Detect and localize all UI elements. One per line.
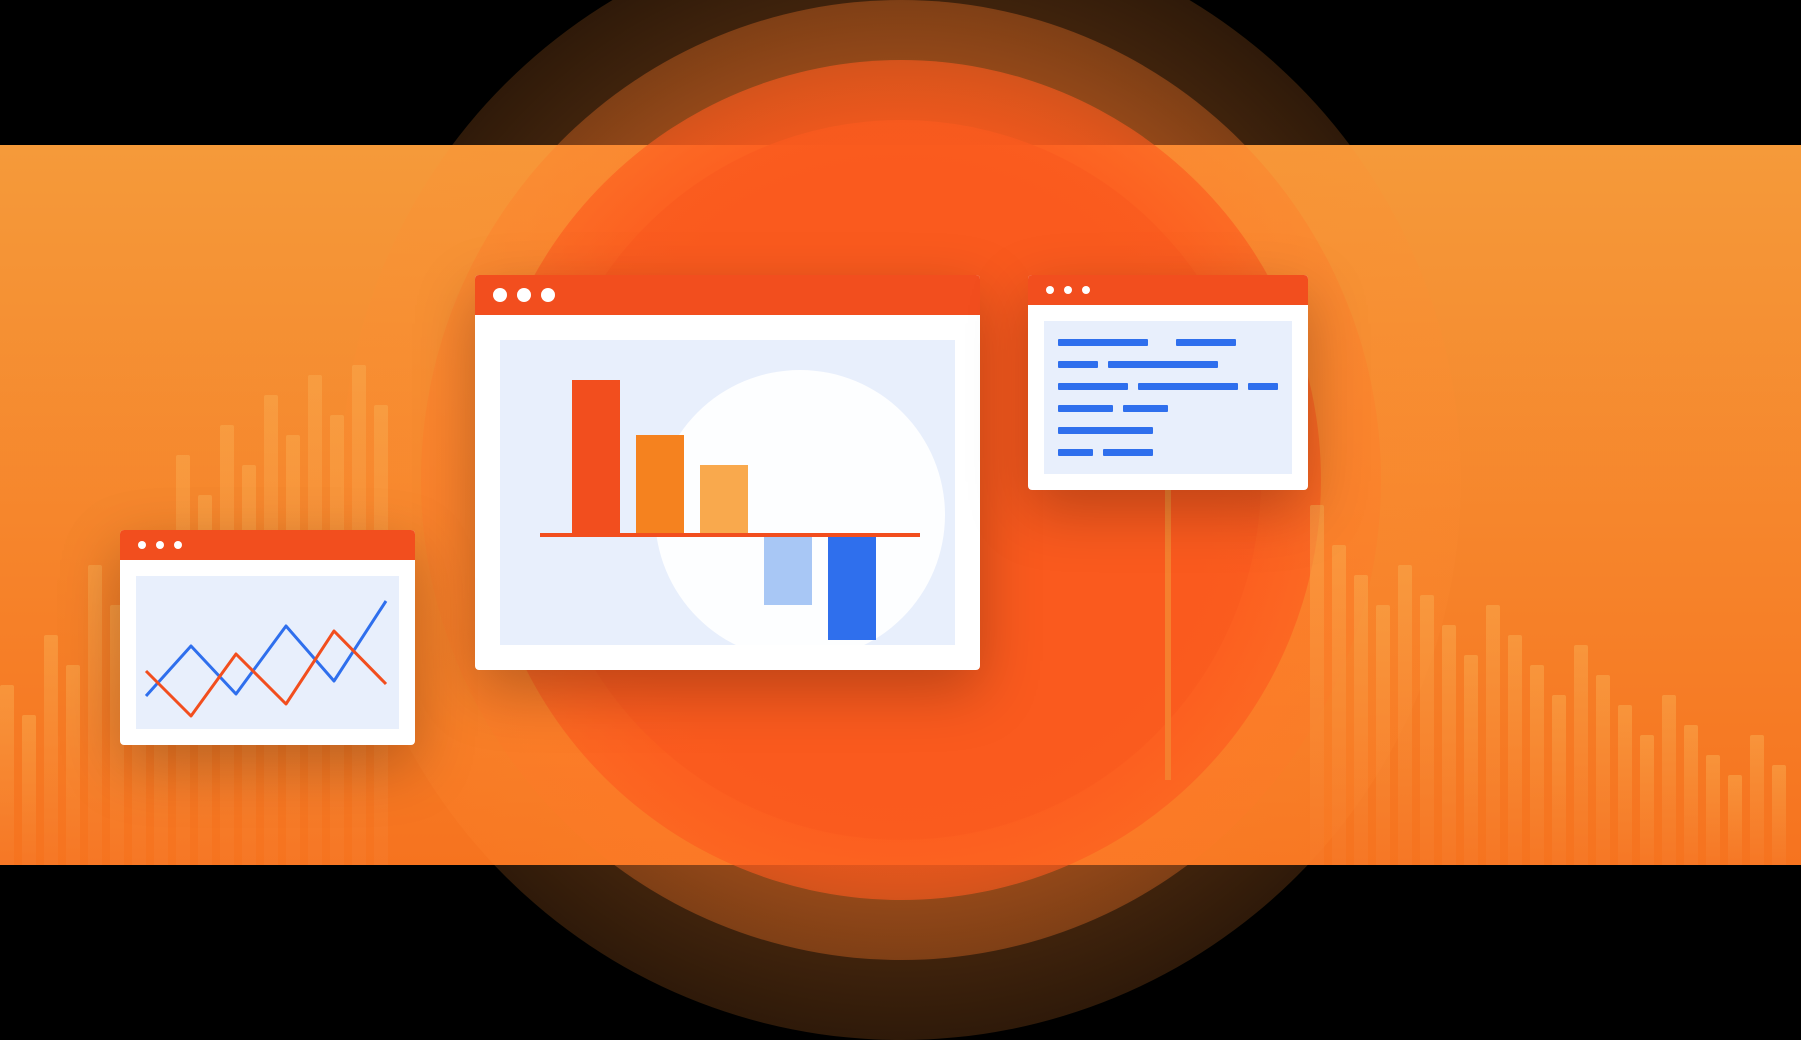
background-bar [1662,695,1676,865]
center-chart-window-body [475,315,980,670]
background-bar [1310,505,1324,865]
line-chart [136,576,399,729]
background-bar [22,715,36,865]
code-line-segment [1176,339,1236,346]
background-bar [44,635,58,865]
code-line-segment [1058,405,1113,412]
background-bar [1508,635,1522,865]
code-line-segment [1103,449,1153,456]
code-line-segment [1058,449,1093,456]
background-bars [1310,145,1786,865]
code-line-segment [1058,339,1148,346]
background-bar [1376,605,1390,865]
code-line-segment [1058,383,1128,390]
background-bar [0,685,14,865]
traffic-light-dot[interactable] [541,288,555,302]
code-line-segment [1248,383,1278,390]
line-series [146,631,386,716]
window-pole [1165,490,1171,780]
traffic-light-dot[interactable] [1082,286,1090,294]
background-bar [66,665,80,865]
chart-bar [572,380,620,535]
traffic-light-dot[interactable] [1064,286,1072,294]
chart-circle-accent [655,370,945,660]
left-chart-window-titlebar [120,530,415,560]
background-bar [1552,695,1566,865]
traffic-light-dot[interactable] [517,288,531,302]
background-bar [1398,565,1412,865]
chart-bar [764,535,812,605]
center-chart-window-titlebar [475,275,980,315]
center-chart-window-panel [500,340,955,645]
code-line-segment [1058,427,1153,434]
code-line-segment [1108,361,1218,368]
left-chart-window [120,530,415,745]
chart-bar [636,435,684,535]
background-bar [1618,705,1632,865]
traffic-light-dot[interactable] [138,541,146,549]
background-bar [1464,655,1478,865]
background-bar [1442,625,1456,865]
code-line-segment [1138,383,1238,390]
background-bar [1420,595,1434,865]
background-bar [1684,725,1698,865]
background-bar [1728,775,1742,865]
chart-bar [700,465,748,535]
background-bars [0,145,388,865]
background-bar [1332,545,1346,865]
background-bar [1640,735,1654,865]
right-code-window [1028,275,1308,490]
traffic-light-dot[interactable] [1046,286,1054,294]
left-chart-window-panel [136,576,399,729]
traffic-light-dot[interactable] [156,541,164,549]
code-line-segment [1058,361,1098,368]
right-code-window-body [1028,305,1308,490]
background-bar [1486,605,1500,865]
background-bar [1772,765,1786,865]
background-bar [1596,675,1610,865]
chart-axis [540,533,920,537]
background-bar [88,565,102,865]
chart-bar [828,535,876,640]
left-chart-window-body [120,560,415,745]
background-bar [1750,735,1764,865]
background-bar [1354,575,1368,865]
background-bar [1706,755,1720,865]
code-line-segment [1123,405,1168,412]
illustration-stage [0,145,1801,865]
center-chart-window [475,275,980,670]
traffic-light-dot[interactable] [174,541,182,549]
right-code-window-panel [1044,321,1292,474]
traffic-light-dot[interactable] [493,288,507,302]
background-bar [1574,645,1588,865]
background-bar [1530,665,1544,865]
right-code-window-titlebar [1028,275,1308,305]
